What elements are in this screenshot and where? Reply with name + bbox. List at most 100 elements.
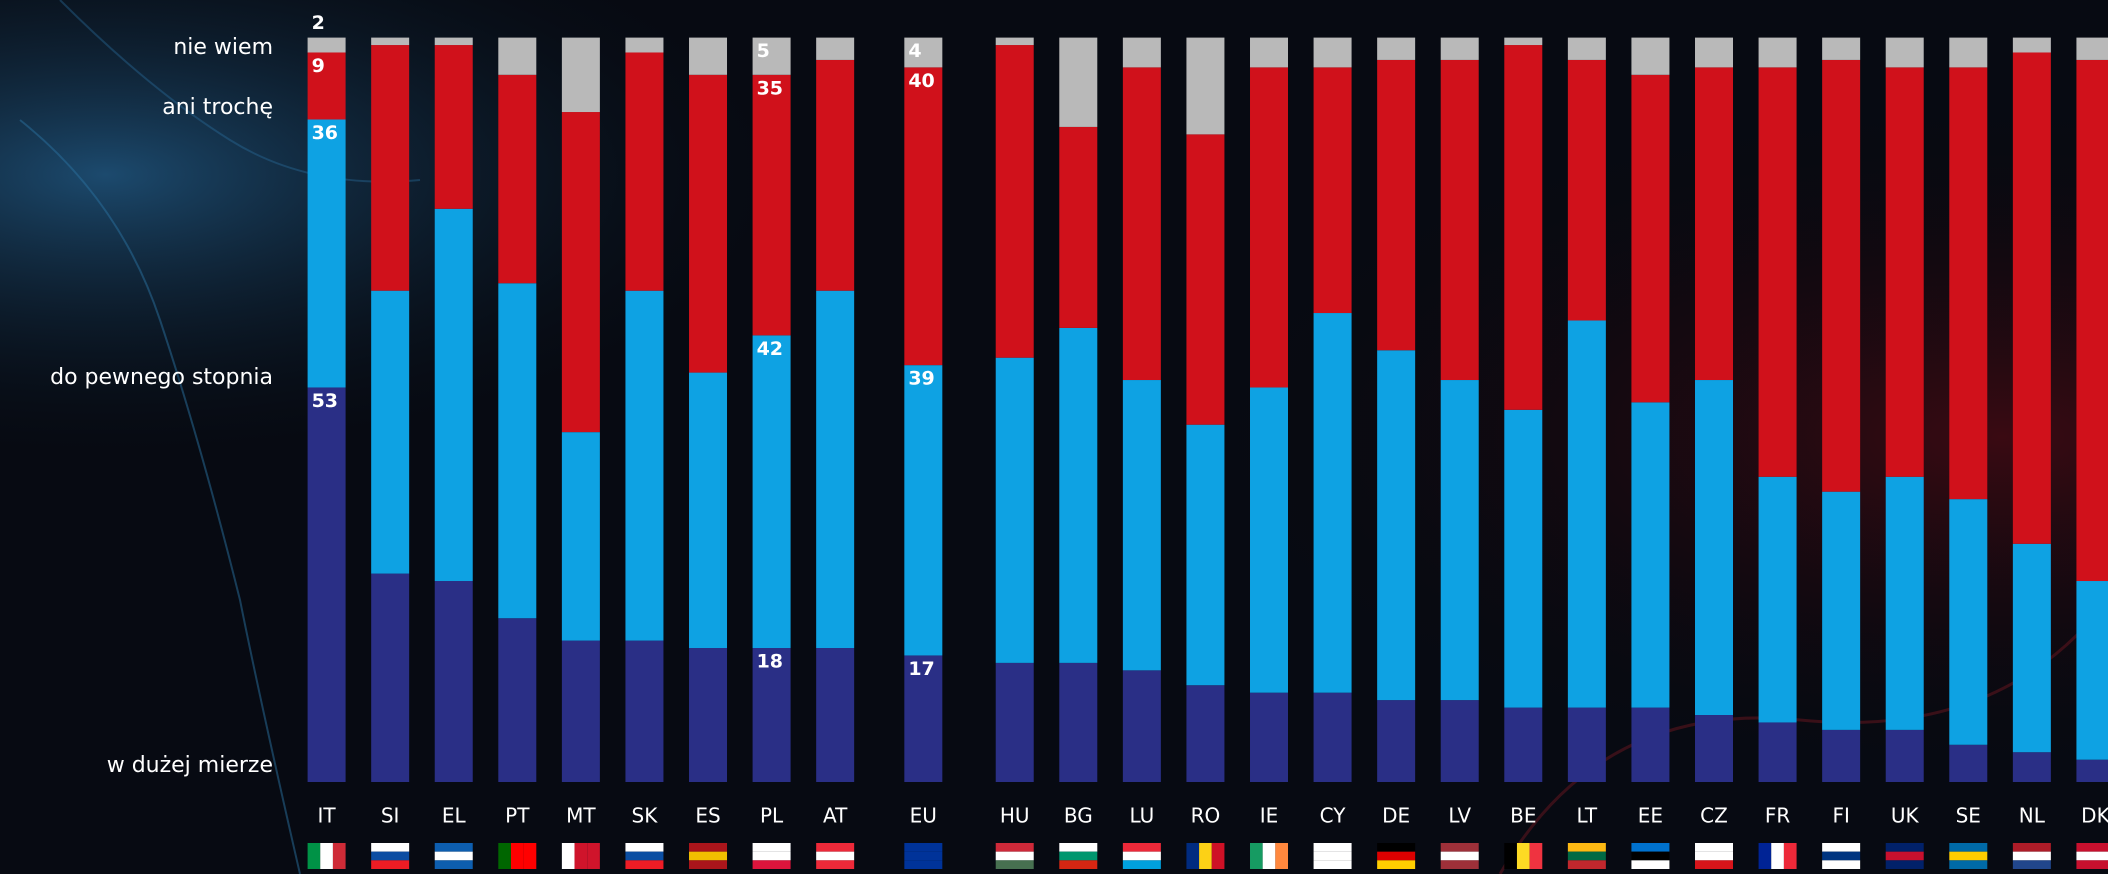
- bar-segment: [1314, 38, 1352, 68]
- bar-segment: [1886, 730, 1924, 782]
- flag: [1695, 843, 1733, 852]
- flag: [904, 860, 942, 869]
- x-tick-label: FR: [1765, 804, 1791, 828]
- bar-segment: [2076, 760, 2108, 782]
- flag: [320, 843, 333, 869]
- flag: [1504, 843, 1517, 869]
- flag: [1771, 843, 1784, 869]
- bar-segment: [1886, 477, 1924, 730]
- bar-segment: [371, 45, 409, 291]
- bar-segment: [1186, 134, 1224, 424]
- x-tick-label: DK: [2081, 804, 2108, 828]
- bar-segment: [625, 38, 663, 53]
- flag: [1199, 843, 1212, 869]
- flag: [498, 843, 511, 869]
- bar-segment: [2076, 60, 2108, 581]
- bar-segment: [435, 209, 473, 581]
- x-tick-label: CY: [1320, 804, 1347, 828]
- flag: [904, 843, 942, 852]
- flag: [1059, 843, 1097, 852]
- bar-segment: [498, 618, 536, 782]
- flag: [562, 843, 575, 869]
- flag: [371, 843, 409, 852]
- bar-segment: [1314, 313, 1352, 693]
- flag: [2013, 852, 2051, 861]
- bar-segment: [1631, 708, 1669, 782]
- bar-segment: [1504, 410, 1542, 708]
- bar-segment: [1504, 38, 1542, 45]
- flag: [1263, 843, 1276, 869]
- bar-segment: [1822, 492, 1860, 730]
- bar-segment: [308, 119, 346, 387]
- flag: [689, 852, 727, 861]
- bar-segment: [498, 38, 536, 75]
- flag: [435, 860, 473, 869]
- x-tick-label: RO: [1191, 804, 1221, 828]
- flag: [1631, 860, 1669, 869]
- flag: [1631, 843, 1669, 852]
- flag: [1123, 860, 1161, 869]
- bar-segment: [753, 75, 791, 336]
- flag: [689, 843, 727, 852]
- bar-segment: [1059, 38, 1097, 127]
- bar-segment: [816, 60, 854, 291]
- value-label: 4: [908, 40, 921, 62]
- bar-segment: [2013, 752, 2051, 782]
- x-tick-label: EL: [442, 804, 467, 828]
- bar-segment: [625, 291, 663, 641]
- legend-label: nie wiem: [173, 35, 273, 60]
- flag: [996, 852, 1034, 861]
- flag: [1377, 852, 1415, 861]
- legend-label: do pewnego stopnia: [50, 365, 273, 390]
- bar-segment: [371, 574, 409, 782]
- bar-segment: [1123, 670, 1161, 782]
- bar-segment: [1059, 328, 1097, 663]
- bar-segment: [1059, 663, 1097, 782]
- flag: [996, 843, 1034, 852]
- bar-segment: [1949, 499, 1987, 745]
- flag: [753, 852, 791, 861]
- bar-segment: [1568, 708, 1606, 782]
- value-label: 39: [908, 368, 934, 390]
- flag: [2076, 860, 2108, 869]
- bar-segment: [1123, 38, 1161, 68]
- bar-segment: [1250, 387, 1288, 692]
- flag: [435, 852, 473, 861]
- flag: [1695, 852, 1733, 861]
- bar-segment: [1886, 67, 1924, 476]
- flag: [1530, 843, 1543, 869]
- flag: [1759, 843, 1772, 869]
- bar-segment: [1123, 67, 1161, 380]
- x-tick-label: ES: [695, 804, 720, 828]
- bar-segment: [1949, 67, 1987, 499]
- bar-segment: [1377, 38, 1415, 60]
- bar-segment: [996, 38, 1034, 45]
- bar-segment: [1123, 380, 1161, 670]
- value-label: 36: [312, 122, 338, 144]
- flag: [1123, 852, 1161, 861]
- x-tick-label: MT: [566, 804, 596, 828]
- flag: [625, 852, 663, 861]
- bar-segment: [371, 38, 409, 45]
- bar-segment: [1186, 685, 1224, 782]
- bar-segment: [1886, 38, 1924, 68]
- flag: [1314, 852, 1352, 861]
- bar-segment: [498, 75, 536, 283]
- x-tick-label: AT: [823, 804, 848, 828]
- bar-segment: [371, 291, 409, 574]
- bar-segment: [1250, 67, 1288, 387]
- bar-segment: [1314, 67, 1352, 313]
- flag: [1886, 843, 1924, 852]
- bar-segment: [753, 335, 791, 648]
- bar-segment: [996, 663, 1034, 782]
- flag: [1250, 843, 1263, 869]
- legend-label: ani trochę: [162, 95, 273, 120]
- flag: [308, 843, 321, 869]
- bar-segment: [1695, 715, 1733, 782]
- bar-segment: [1059, 127, 1097, 328]
- bar-segment: [562, 432, 600, 640]
- bar-segment: [1377, 60, 1415, 350]
- x-tick-label: FI: [1832, 804, 1849, 828]
- flag: [1568, 843, 1606, 852]
- flag: [2013, 860, 2051, 869]
